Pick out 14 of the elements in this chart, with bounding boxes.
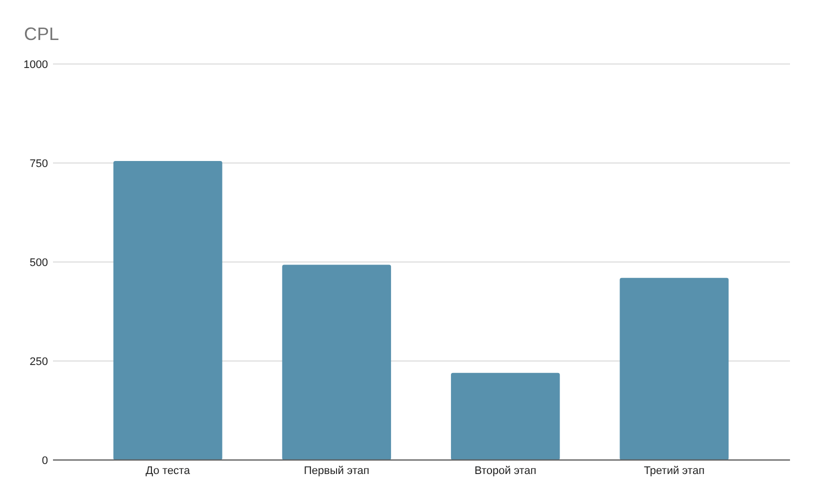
bar	[113, 161, 222, 460]
y-tick-label: 0	[42, 454, 48, 467]
bar	[450, 372, 560, 460]
y-tick-label: 250	[30, 356, 48, 368]
x-tick-label: Первый этап	[304, 465, 370, 477]
chart-title: CPL	[24, 24, 60, 44]
x-tick-label: Второй этап	[474, 465, 536, 477]
x-tick-label: До теста	[146, 465, 191, 477]
y-tick-label: 750	[30, 158, 48, 170]
bar	[620, 278, 729, 460]
x-tick-label: Третий этап	[644, 465, 705, 477]
bar	[282, 264, 392, 460]
y-tick-label: 1000	[24, 58, 48, 71]
y-tick-label: 500	[30, 256, 48, 269]
